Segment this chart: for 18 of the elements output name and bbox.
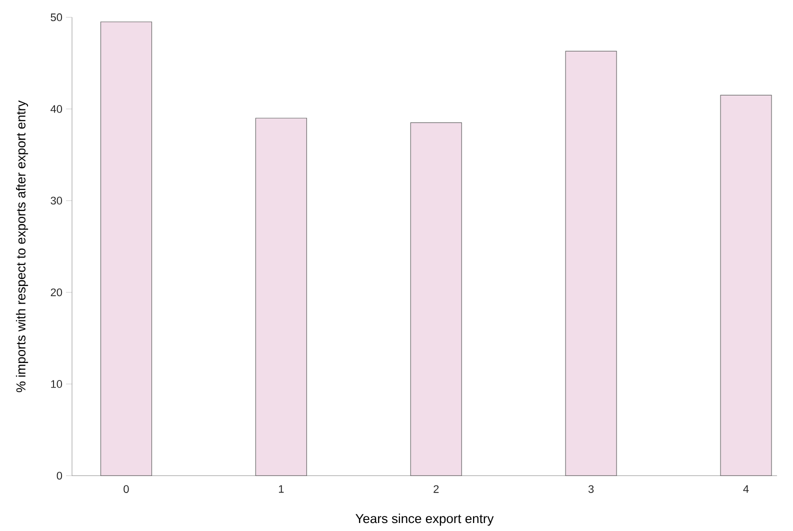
bar <box>720 94 772 476</box>
x-tick-label: 3 <box>588 485 594 493</box>
y-axis-title: % imports with respect to exports after export entry <box>16 100 28 392</box>
y-tick-label: 50 <box>50 13 62 22</box>
y-tick-label: 10 <box>51 380 62 388</box>
bar <box>565 50 617 476</box>
x-tick-label: 4 <box>743 485 749 493</box>
bar <box>255 118 307 476</box>
bar <box>410 122 462 476</box>
y-tick-label: 0 <box>56 472 62 480</box>
x-axis-title: Years since export entry <box>356 514 494 526</box>
x-tick-label: 2 <box>434 485 439 493</box>
x-tick-label: 1 <box>278 485 284 493</box>
y-tick-label: 30 <box>50 196 62 205</box>
bar <box>100 22 152 476</box>
x-tick-label: 0 <box>124 485 129 493</box>
y-tick-label: 40 <box>50 105 62 113</box>
y-tick-label: 20 <box>50 288 62 296</box>
